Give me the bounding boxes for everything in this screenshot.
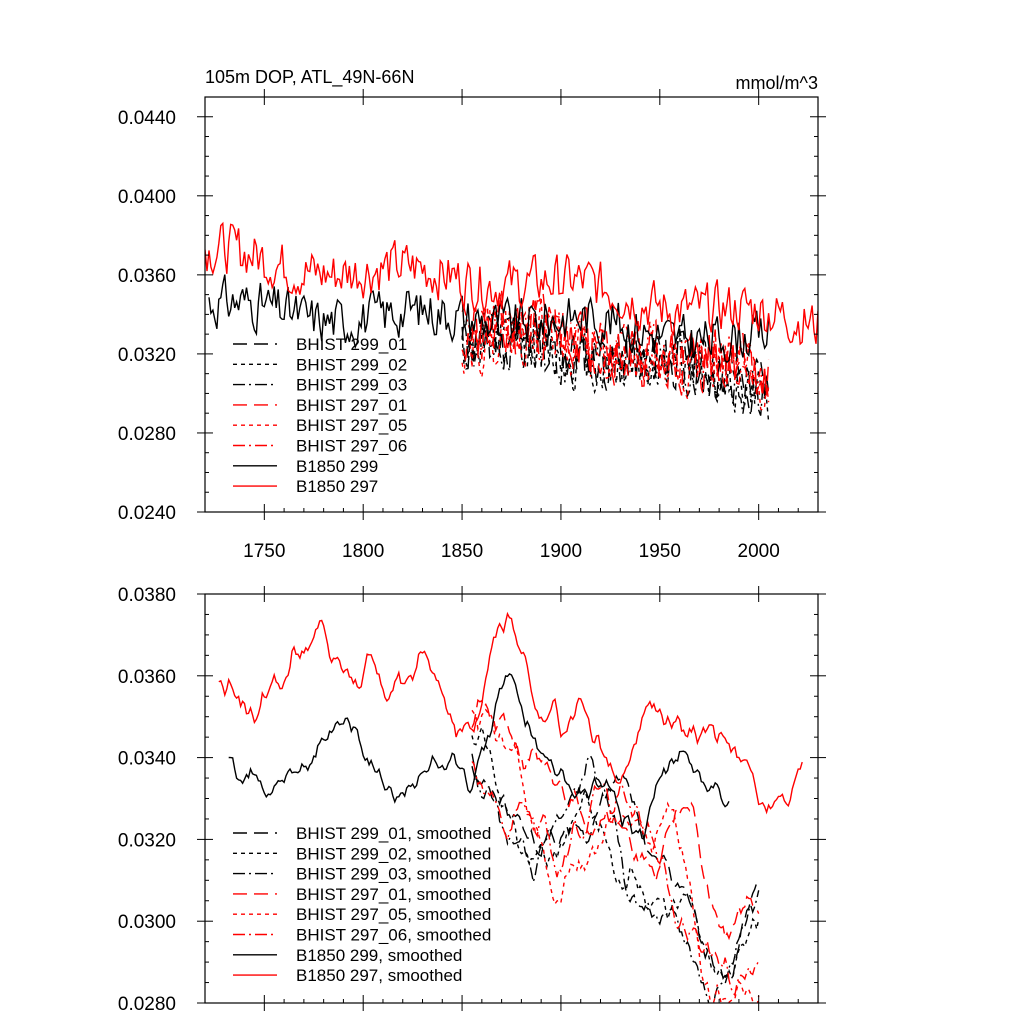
legend-entry: BHIST 297_05, smoothed	[296, 905, 491, 924]
y-tick-label: 0.0340	[118, 749, 176, 770]
y-tick-label: 0.0280	[118, 424, 176, 445]
series-line-5	[461, 297, 770, 411]
series-line-6	[461, 290, 770, 397]
y-tick-label: 0.0360	[118, 266, 176, 287]
legend-entry: B1850 299	[296, 457, 378, 476]
legend-entry: B1850 297, smoothed	[296, 966, 462, 985]
chart-title: 105m DOP, ATL_49N-66N	[205, 67, 414, 88]
y-tick-label: 0.0400	[118, 187, 176, 208]
legend-entry: BHIST 299_02	[296, 355, 407, 374]
legend-entry: BHIST 297_05	[296, 416, 407, 435]
y-tick-label: 0.0280	[118, 994, 176, 1015]
legend-entry: B1850 297	[296, 477, 378, 496]
legend-entry: BHIST 299_01, smoothed	[296, 824, 491, 843]
series-line-8	[218, 611, 803, 815]
x-tick-label: 2000	[738, 541, 780, 562]
legend-entry: BHIST 297_06	[296, 437, 407, 456]
plot-frame	[204, 96, 819, 513]
series-line-3	[471, 753, 760, 1003]
legend-entry: BHIST 299_03, smoothed	[296, 865, 491, 884]
series-line-7	[228, 673, 730, 841]
series-line-6	[471, 761, 760, 997]
x-tick-label: 1750	[243, 541, 285, 562]
panel-top: 1750 1800 1850 1900 1950 2000 0.0240 0.0280 0.03…	[118, 89, 826, 562]
x-tick-label: 1850	[441, 541, 483, 562]
legend-entry: BHIST 297_06, smoothed	[296, 926, 491, 945]
y-tick-label: 0.0360	[118, 667, 176, 688]
series-line-3	[461, 314, 770, 416]
legend-entry: BHIST 299_02, smoothed	[296, 844, 491, 863]
legend-entry: BHIST 297_01	[296, 396, 407, 415]
series-line-5	[471, 708, 760, 1003]
y-tick-label: 0.0320	[118, 345, 176, 366]
x-tick-label: 1950	[639, 541, 681, 562]
panel-bottom: 0.0280 0.0300 0.0320 0.0340 0.0360 0.0380 BHIS…	[118, 585, 826, 1015]
legend-entry: BHIST 299_03	[296, 376, 407, 395]
series-line-1	[461, 312, 770, 397]
y-tick-label: 0.0300	[118, 912, 176, 933]
y-tick-label: 0.0440	[118, 108, 176, 129]
series-line-7	[208, 274, 770, 364]
x-tick-label: 1900	[540, 541, 582, 562]
legend-entry: BHIST 299_01	[296, 335, 407, 354]
units-label: mmol/m^3	[736, 73, 818, 93]
y-tick-label: 0.0320	[118, 830, 176, 851]
series-line-2	[461, 313, 770, 422]
y-tick-label: 0.0240	[118, 503, 176, 524]
series-line-8	[205, 221, 818, 346]
legend-entry: B1850 299, smoothed	[296, 946, 462, 965]
series-line-2	[471, 724, 760, 979]
legend-entry: BHIST 297_01, smoothed	[296, 885, 491, 904]
x-tick-label: 1800	[342, 541, 384, 562]
y-tick-label: 0.0380	[118, 585, 176, 606]
